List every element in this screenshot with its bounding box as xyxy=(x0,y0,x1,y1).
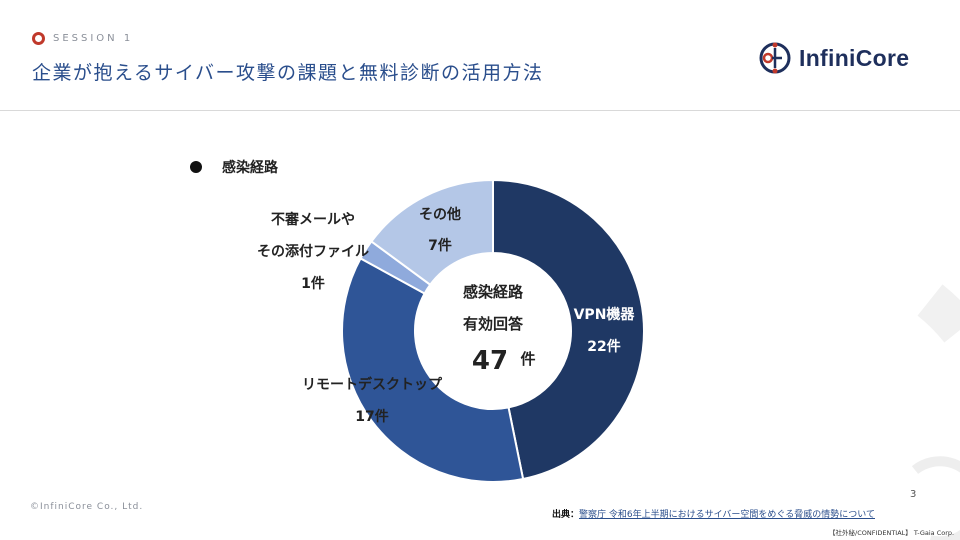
session-tag: SESSION 1 xyxy=(32,32,133,45)
slice-value-other: 7件 xyxy=(428,237,452,254)
slice-vpn xyxy=(492,178,645,481)
center-total: 47 xyxy=(472,346,508,376)
slice-value-remote: 17件 xyxy=(355,408,388,425)
logo: InfiniCore xyxy=(757,40,909,76)
slice-value-mail: 1件 xyxy=(301,275,325,292)
center-label-line2: 有効回答 xyxy=(463,315,524,333)
center-label-line1: 感染経路 xyxy=(463,283,524,301)
copyright: ©InfiniCore Co., Ltd. xyxy=(30,502,144,512)
logo-text: InfiniCore xyxy=(799,44,910,71)
slice-value-vpn: 22件 xyxy=(587,338,620,355)
page-number: 3 xyxy=(910,489,917,500)
slide-header: SESSION 1 企業が抱えるサイバー攻撃の課題と無料診断の活用方法 Infi… xyxy=(0,0,960,111)
session-circle-icon xyxy=(32,32,45,45)
slice-other xyxy=(370,178,494,287)
confidential-notice: 【社外秘/CONFIDENTIAL】 T-Gaia Corp. xyxy=(829,529,955,537)
legend-dot-icon xyxy=(190,161,202,173)
donut-slices xyxy=(341,178,645,483)
chart-legend: 感染経路 xyxy=(190,157,278,177)
page-title: 企業が抱えるサイバー攻撃の課題と無料診断の活用方法 xyxy=(32,62,544,84)
source-citation: 出典：警察庁 令和6年上半期におけるサイバー空間をめぐる脅威の情勢について xyxy=(552,507,875,520)
slice-label-mail-line1: 不審メールや xyxy=(271,211,355,228)
slice-label-mail-line2: その添付ファイル xyxy=(257,243,369,260)
slice-label-remote: リモートデスクトップ xyxy=(302,376,443,393)
source-prefix: 出典： xyxy=(552,510,580,520)
legend-label: 感染経路 xyxy=(222,160,278,176)
slice-label-vpn: VPN機器 xyxy=(574,306,636,323)
session-label: SESSION 1 xyxy=(53,33,134,44)
source-link[interactable]: 警察庁 令和6年上半期におけるサイバー空間をめぐる脅威の情勢について xyxy=(579,510,875,520)
center-unit: 件 xyxy=(520,350,535,368)
slice-label-other: その他 xyxy=(419,206,461,223)
slice-remote-desktop xyxy=(341,257,525,483)
infinicore-logo-icon xyxy=(759,42,791,74)
